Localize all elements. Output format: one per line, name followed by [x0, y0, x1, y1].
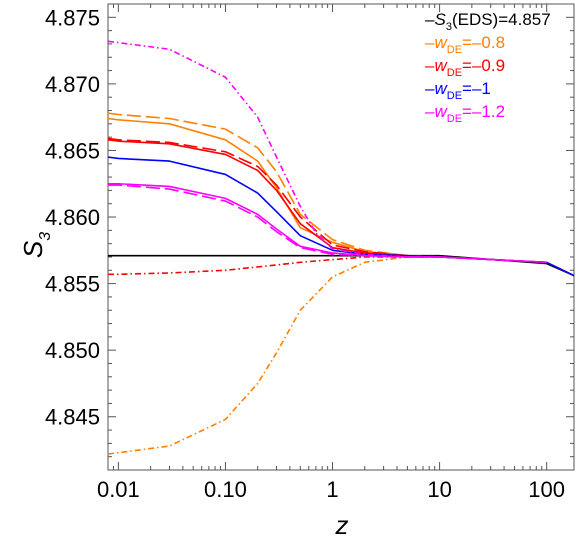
series-line-2 [107, 112, 440, 258]
series-line-6 [108, 256, 440, 276]
legend: –S3(EDS)=4.857–wDE=–0.8–wDE=–0.9–wDE=–1–… [425, 10, 551, 125]
x-axis-title: z [335, 510, 349, 540]
series-line-10 [107, 40, 440, 258]
x-tick-labels: 0.01 0.10 1 10 100 [97, 477, 565, 502]
x-tick-label: 10 [427, 477, 451, 502]
series-line-3 [107, 256, 440, 455]
y-tick-label: 4.845 [45, 405, 100, 430]
x-tick-label: 1 [326, 477, 338, 502]
legend-entry: –S3(EDS)=4.857 [425, 10, 551, 33]
legend-entry: –wDE=–1 [425, 79, 491, 102]
y-tick-label: 4.860 [45, 205, 100, 230]
series-line-5 [107, 137, 440, 258]
legend-entry: –wDE=–0.8 [425, 33, 505, 56]
legend-entry: –wDE=–0.9 [425, 56, 505, 79]
y-axis-title: S3 [18, 232, 54, 258]
y-tick-labels: 4.845 4.850 4.855 4.860 4.865 4.870 4.875 [45, 5, 100, 429]
y-tick-label: 4.870 [45, 72, 100, 97]
y-tick-label: 4.865 [45, 138, 100, 163]
y-tick-label: 4.850 [45, 338, 100, 363]
y-axis-title-main: S [18, 240, 48, 258]
x-tick-label: 0.10 [204, 477, 247, 502]
plot-frame [107, 3, 575, 471]
x-tick-label: 0.01 [97, 477, 140, 502]
y-tick-label: 4.875 [45, 5, 100, 30]
series-layer [107, 40, 575, 455]
series-line-4 [107, 139, 547, 264]
y-tick-label: 4.855 [45, 272, 100, 297]
series-line-7 [107, 156, 575, 277]
x-tick-label: 100 [528, 477, 565, 502]
series-line-9 [108, 184, 440, 258]
legend-entry: –wDE=–1.2 [425, 102, 505, 125]
series-line-8 [108, 182, 547, 264]
y-axis-title-sub: 3 [37, 232, 54, 241]
